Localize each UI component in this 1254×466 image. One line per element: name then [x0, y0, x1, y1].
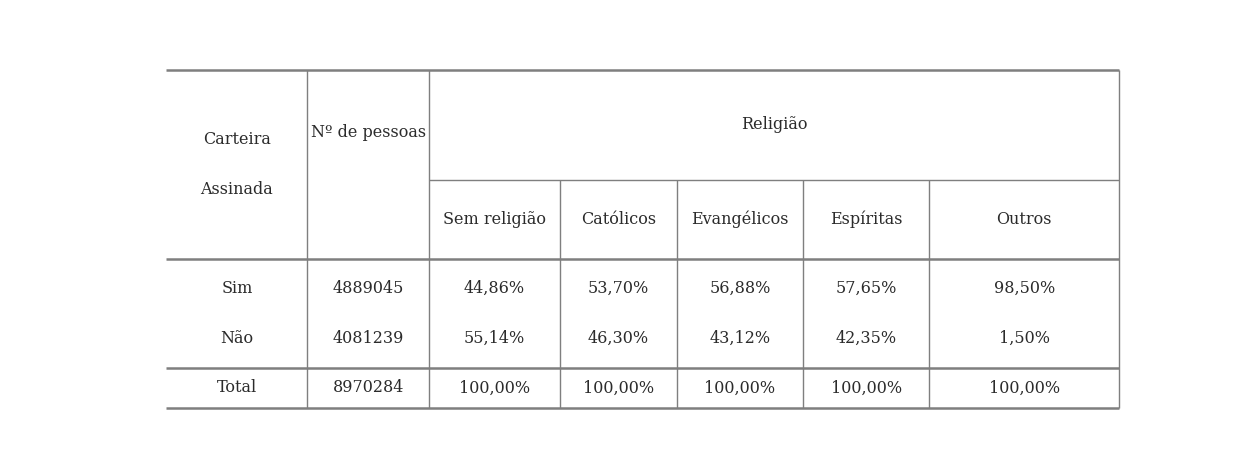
Text: Espíritas: Espíritas — [830, 211, 903, 228]
Text: Religião: Religião — [741, 116, 808, 133]
Text: Sem religião: Sem religião — [443, 211, 545, 228]
Text: 4081239: 4081239 — [332, 330, 404, 347]
Text: 100,00%: 100,00% — [988, 379, 1060, 396]
Text: Católicos: Católicos — [581, 211, 656, 228]
Text: 100,00%: 100,00% — [459, 379, 530, 396]
Text: 56,88%: 56,88% — [710, 280, 770, 297]
Text: Outros: Outros — [997, 211, 1052, 228]
Text: 42,35%: 42,35% — [835, 330, 897, 347]
Text: 43,12%: 43,12% — [710, 330, 770, 347]
Text: Total: Total — [217, 379, 257, 396]
Text: Não: Não — [221, 330, 253, 347]
Text: Carteira: Carteira — [203, 131, 271, 148]
Text: Assinada: Assinada — [201, 181, 273, 198]
Text: Nº de pessoas: Nº de pessoas — [311, 123, 425, 141]
Text: 4889045: 4889045 — [332, 280, 404, 297]
Text: Sim: Sim — [221, 280, 252, 297]
Text: 44,86%: 44,86% — [464, 280, 525, 297]
Text: 100,00%: 100,00% — [705, 379, 775, 396]
Text: 55,14%: 55,14% — [464, 330, 525, 347]
Text: 98,50%: 98,50% — [993, 280, 1055, 297]
Text: 1,50%: 1,50% — [998, 330, 1050, 347]
Text: Evangélicos: Evangélicos — [691, 211, 789, 228]
Text: 46,30%: 46,30% — [588, 330, 648, 347]
Text: 53,70%: 53,70% — [588, 280, 650, 297]
Text: 100,00%: 100,00% — [830, 379, 902, 396]
Text: 57,65%: 57,65% — [835, 280, 897, 297]
Text: 8970284: 8970284 — [332, 379, 404, 396]
Text: 100,00%: 100,00% — [583, 379, 653, 396]
